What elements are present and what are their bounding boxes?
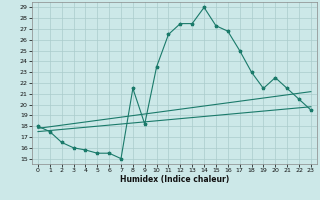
X-axis label: Humidex (Indice chaleur): Humidex (Indice chaleur) — [120, 175, 229, 184]
